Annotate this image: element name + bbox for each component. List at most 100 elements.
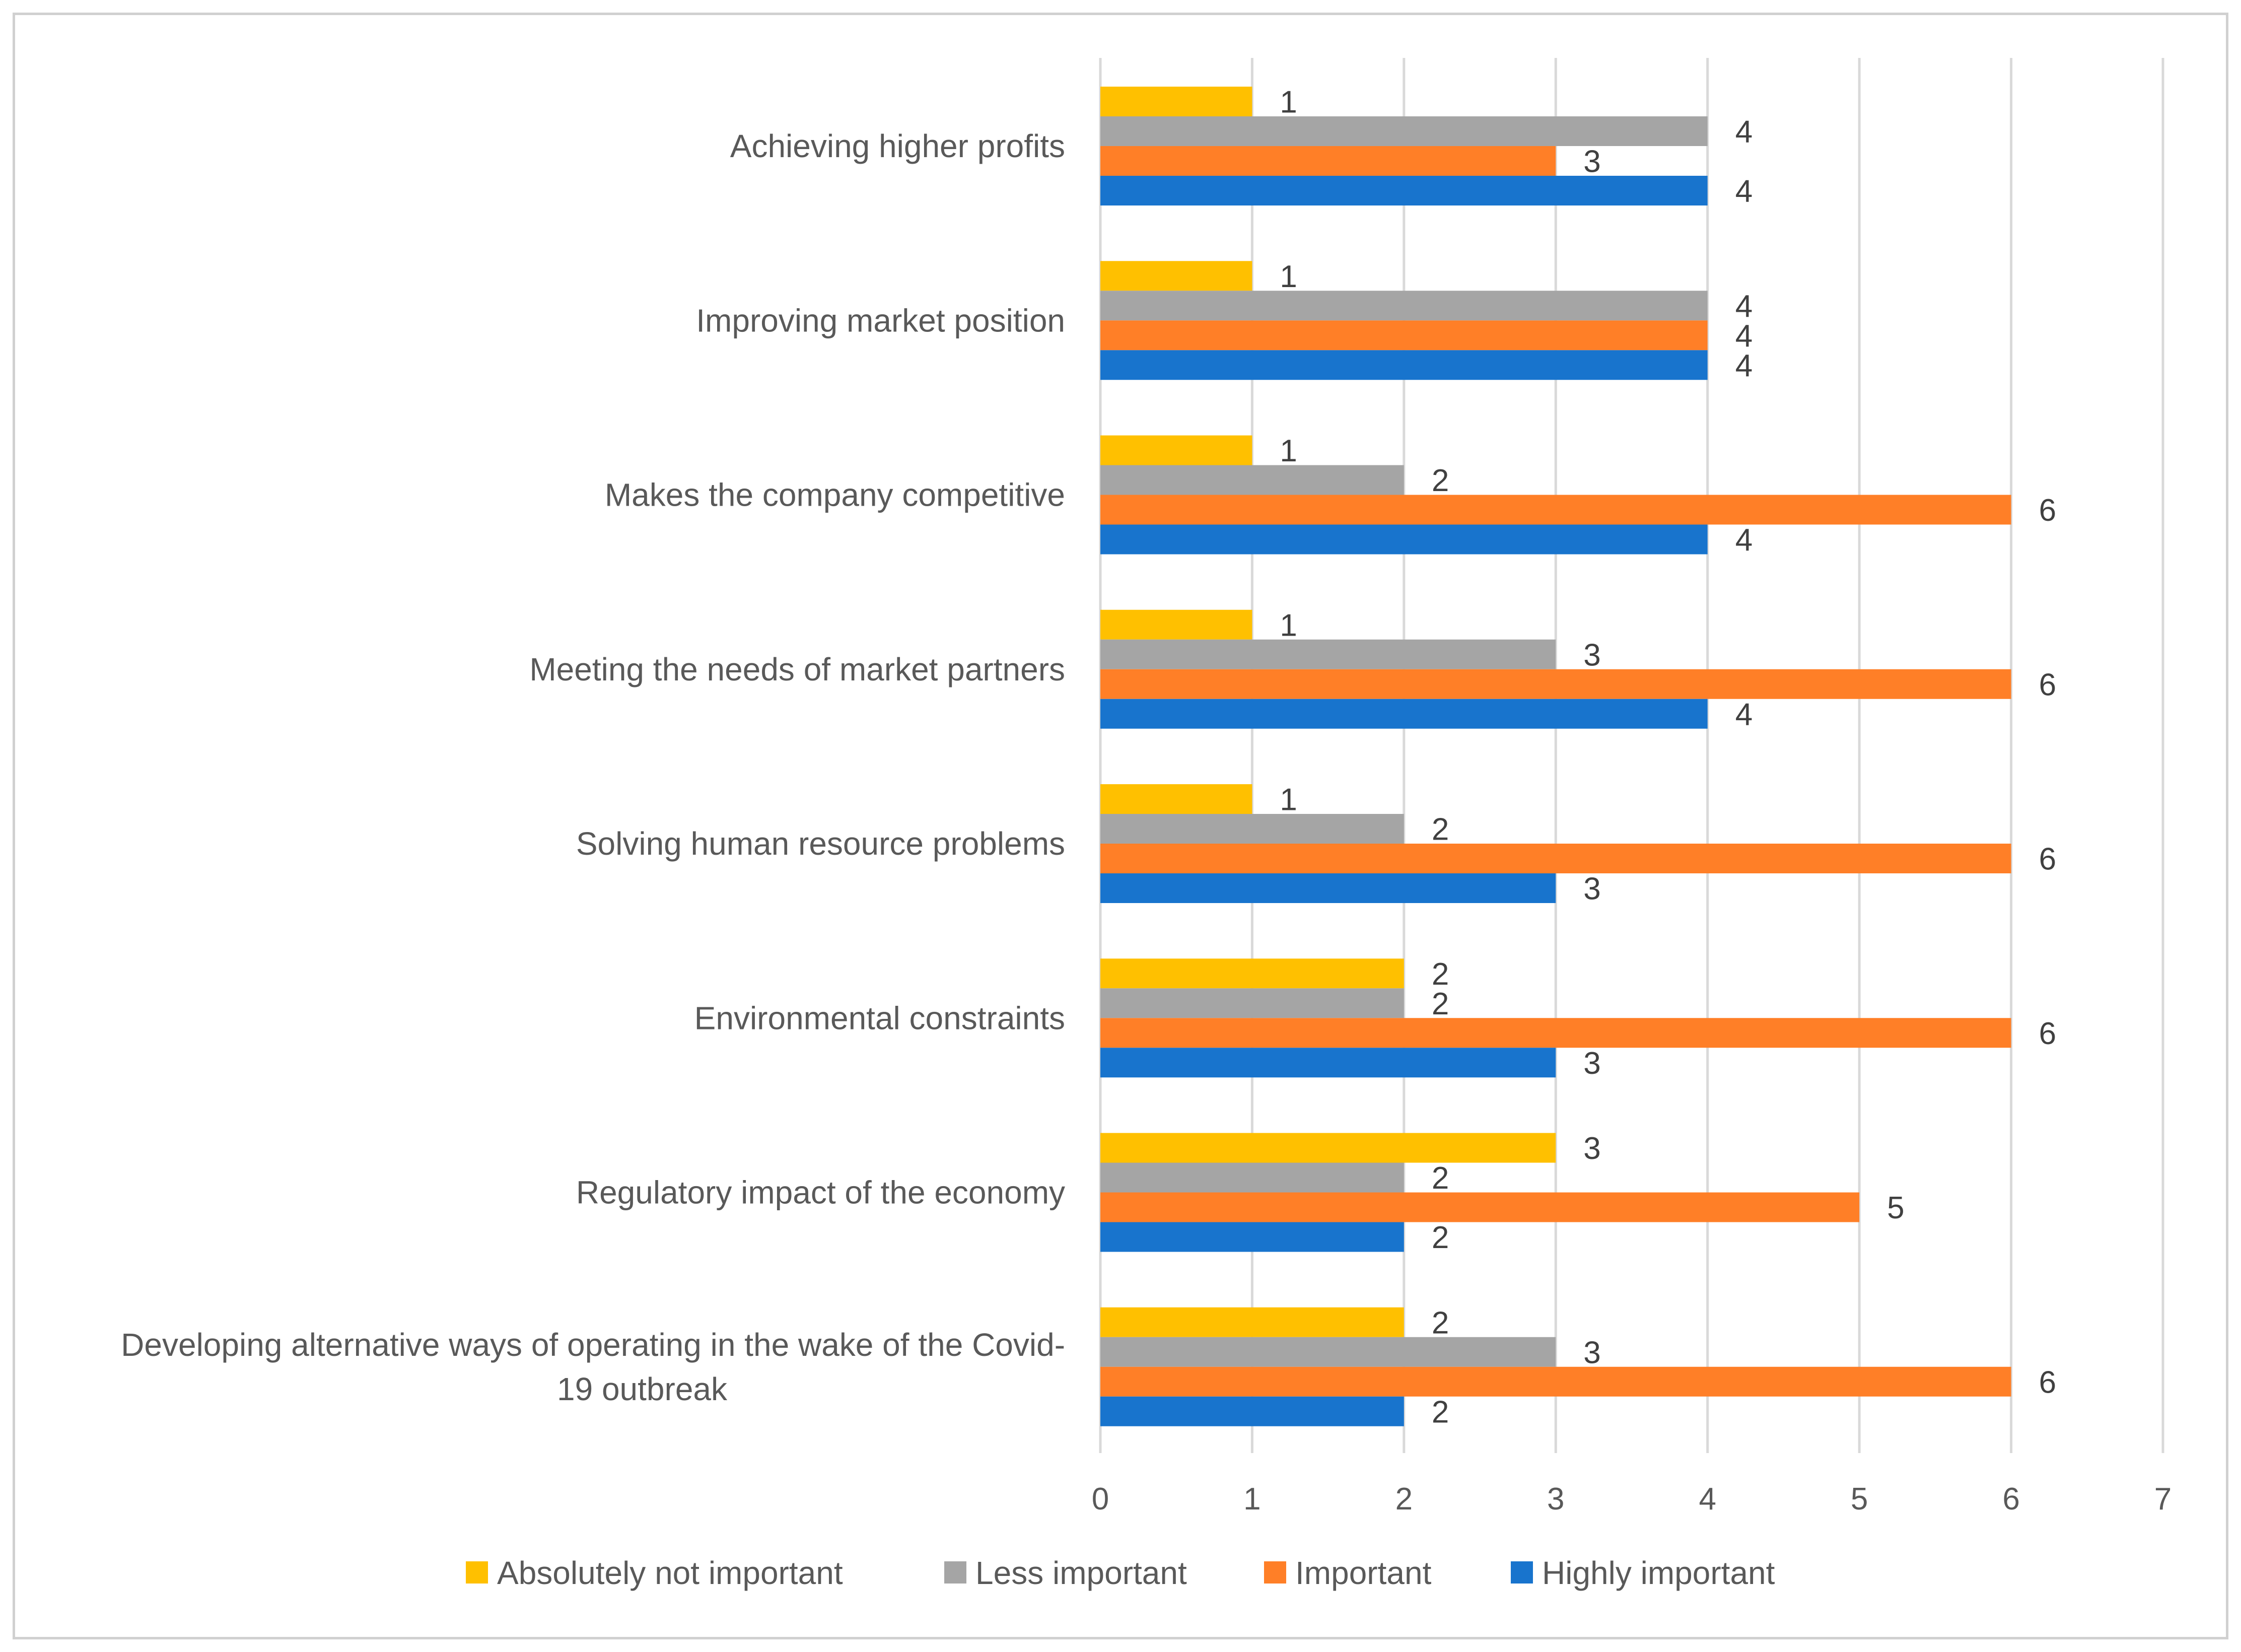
data-label: 4	[1735, 697, 1753, 732]
legend-swatch	[1511, 1561, 1533, 1584]
bar-5-highly-important	[1100, 873, 1556, 903]
data-label: 6	[2039, 667, 2056, 702]
bar-6-absolutely-not-important	[1100, 958, 1404, 989]
category-label: Solving human resource problems	[576, 825, 1065, 862]
bar-1-less-important	[1100, 116, 1708, 146]
data-label: 2	[1432, 1161, 1449, 1196]
bar-3-important	[1100, 495, 2011, 525]
bar-4-highly-important	[1100, 699, 1708, 729]
bar-6-important	[1100, 1018, 2011, 1048]
bar-5-less-important	[1100, 814, 1404, 844]
bar-5-important	[1100, 844, 2011, 873]
x-tick-label: 3	[1547, 1482, 1564, 1517]
category-label: Improving market position	[696, 302, 1065, 338]
data-label: 3	[1583, 1335, 1600, 1370]
data-label: 3	[1583, 872, 1600, 907]
data-label: 2	[1432, 463, 1449, 498]
data-label: 5	[1887, 1191, 1904, 1225]
bar-8-highly-important	[1100, 1396, 1404, 1426]
bar-8-important	[1100, 1366, 2011, 1397]
legend-label: Highly important	[1542, 1555, 1775, 1591]
legend-swatch	[1264, 1561, 1286, 1584]
bar-8-absolutely-not-important	[1100, 1307, 1404, 1337]
legend-item-absolutely-not-important: Absolutely not important	[466, 1555, 843, 1591]
bar-8-less-important	[1100, 1337, 1556, 1367]
bar-4-important	[1100, 669, 2011, 699]
bar-4-less-important	[1100, 639, 1556, 669]
data-label: 1	[1280, 259, 1297, 294]
data-label: 4	[1735, 349, 1753, 383]
bar-7-less-important	[1100, 1162, 1404, 1193]
legend-swatch	[466, 1561, 488, 1584]
category-label: Meeting the needs of market partners	[529, 651, 1065, 687]
bar-3-absolutely-not-important	[1100, 435, 1252, 465]
data-label: 2	[1432, 957, 1449, 992]
data-label: 2	[1432, 1395, 1449, 1429]
data-label: 4	[1735, 289, 1753, 324]
legend-item-less-important: Less important	[944, 1555, 1187, 1591]
bar-2-highly-important	[1100, 350, 1708, 380]
x-tick-label: 4	[1699, 1482, 1716, 1517]
bar-7-important	[1100, 1192, 1860, 1222]
data-label: 6	[2039, 1365, 2056, 1400]
x-tick-label: 1	[1243, 1482, 1260, 1517]
bar-3-less-important	[1100, 465, 1404, 495]
category-label: Environmental constraints	[694, 1000, 1065, 1036]
data-label: 6	[2039, 493, 2056, 528]
data-label: 1	[1280, 434, 1297, 468]
bar-6-highly-important	[1100, 1048, 1556, 1078]
category-label: Regulatory impact of the economy	[576, 1175, 1065, 1211]
category-label: Developing alternative ways of operating…	[121, 1327, 1065, 1363]
bar-1-important	[1100, 146, 1556, 176]
category-label: Achieving higher profits	[730, 128, 1065, 164]
bar-7-absolutely-not-important	[1100, 1133, 1556, 1163]
x-tick-label: 5	[1851, 1482, 1868, 1517]
data-label: 3	[1583, 145, 1600, 179]
bar-5-absolutely-not-important	[1100, 784, 1252, 814]
data-label: 6	[2039, 842, 2056, 877]
legend-item-highly-important: Highly important	[1511, 1555, 1775, 1591]
bar-3-highly-important	[1100, 524, 1708, 555]
data-label: 3	[1583, 638, 1600, 672]
legend: Absolutely not important Less important Im…	[466, 1555, 1775, 1591]
data-label: 3	[1583, 1046, 1600, 1081]
x-tick-label: 7	[2154, 1482, 2172, 1517]
bar-7-highly-important	[1100, 1222, 1404, 1252]
data-label: 1	[1280, 608, 1297, 643]
data-label: 6	[2039, 1016, 2056, 1051]
legend-label: Important	[1295, 1555, 1432, 1591]
data-label: 2	[1432, 1220, 1449, 1255]
bar-1-absolutely-not-important	[1100, 87, 1252, 116]
x-axis-ticks: 0 1 2 3 4 5 6 7	[1092, 1482, 2172, 1517]
bar-2-important	[1100, 320, 1708, 351]
legend-swatch	[944, 1561, 966, 1584]
bar-4-absolutely-not-important	[1100, 609, 1252, 640]
bar-2-absolutely-not-important	[1100, 261, 1252, 291]
data-label: 4	[1735, 115, 1753, 150]
data-label: 4	[1735, 523, 1753, 558]
category-labels: Achieving higher profits Improving market…	[121, 128, 1065, 1407]
legend-label: Absolutely not important	[497, 1555, 843, 1591]
data-label: 2	[1432, 987, 1449, 1021]
data-label: 4	[1735, 319, 1753, 354]
bar-1-highly-important	[1100, 176, 1708, 205]
x-tick-label: 0	[1092, 1482, 1109, 1517]
legend-label: Less important	[975, 1555, 1187, 1591]
data-label: 3	[1583, 1131, 1600, 1166]
data-label: 2	[1432, 1305, 1449, 1340]
data-label: 2	[1432, 812, 1449, 847]
data-label: 1	[1280, 85, 1297, 120]
x-tick-label: 6	[2002, 1482, 2019, 1517]
legend-item-important: Important	[1264, 1555, 1432, 1591]
category-label: Makes the company competitive	[605, 477, 1065, 513]
x-tick-label: 2	[1395, 1482, 1413, 1517]
category-label: 19 outbreak	[557, 1371, 728, 1407]
data-label: 4	[1735, 174, 1753, 209]
bars	[1100, 87, 2011, 1426]
bar-2-less-important	[1100, 291, 1708, 321]
bar-6-less-important	[1100, 988, 1404, 1018]
data-label: 1	[1280, 783, 1297, 817]
